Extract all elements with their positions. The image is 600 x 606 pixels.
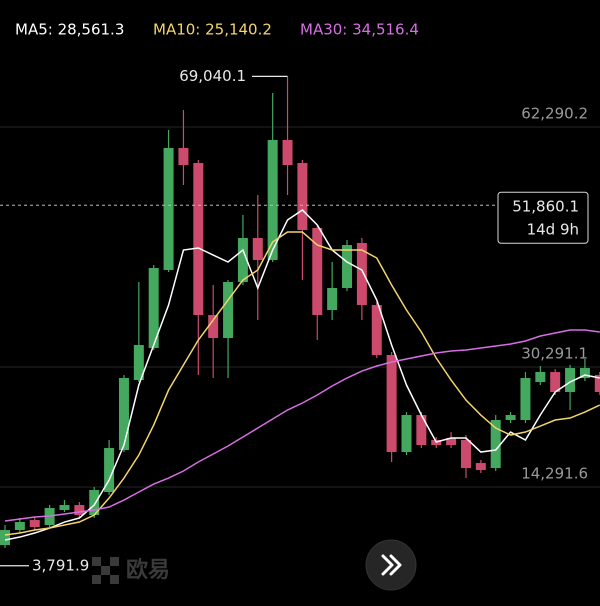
candle-body [535, 372, 546, 383]
candle-body [0, 530, 10, 546]
candle-body [59, 505, 70, 511]
watermark-text: 欧易 [126, 557, 170, 583]
watermark: 欧易 [92, 557, 170, 584]
legend-entry: MA30: 34,516.4 [300, 21, 419, 39]
last-price-label: 51,860.1 [512, 198, 579, 216]
legend: MA5: 28,561.3 MA10: 25,140.2 MA30: 34,516.… [15, 21, 419, 39]
scroll-button[interactable] [365, 539, 417, 591]
candle-body [29, 520, 40, 528]
candle-body [208, 315, 219, 339]
ma-line [4, 209, 600, 541]
candle-body [237, 238, 248, 283]
candle-body [104, 448, 115, 493]
ma-line [4, 231, 600, 536]
candle-body [446, 438, 457, 446]
candle-body [565, 368, 576, 393]
annotations: 69,040.1 3,791.9 51,860.1 14d 9h [0, 67, 589, 574]
grid: 62,290.2 30,291.1 14,291.6 [0, 104, 600, 488]
watermark-logo [92, 557, 119, 584]
last-price-countdown: 14d 9h [527, 221, 579, 239]
y-tick-label: 62,290.2 [521, 104, 588, 122]
candle-body [490, 420, 501, 469]
candle-body [312, 227, 323, 316]
scroll-button-icon[interactable] [381, 554, 402, 576]
marks [0, 76, 600, 549]
y-tick-label: 14,291.6 [521, 465, 588, 483]
last-price-box [497, 191, 589, 244]
candle-body [520, 378, 531, 421]
candle-body [416, 415, 427, 446]
candle-body [401, 415, 412, 453]
ma-line [4, 329, 600, 522]
legend-entry: MA10: 25,140.2 [153, 21, 272, 39]
candle-body [327, 288, 338, 311]
candle-body [267, 139, 278, 261]
max-marker-label: 69,040.1 [179, 67, 246, 85]
candle-body [342, 245, 353, 289]
candle-body [371, 305, 382, 356]
y-tick-label: 30,291.1 [521, 345, 588, 363]
candle-body [386, 355, 397, 453]
candle-body [118, 378, 129, 451]
legend-entry: MA5: 28,561.3 [15, 21, 124, 39]
candle-body [89, 490, 100, 516]
candle-body [223, 282, 234, 339]
candle-body [193, 162, 204, 316]
candle-body [252, 238, 263, 261]
candle-body [163, 147, 174, 271]
candle-body [178, 147, 189, 165]
min-marker-label: 3,791.9 [32, 556, 89, 574]
candle-body [148, 268, 159, 349]
candle-body [14, 522, 25, 531]
candle-body [297, 162, 308, 231]
candle-body [475, 463, 486, 471]
candle-body [579, 368, 590, 379]
candle-body [550, 372, 561, 393]
candle-body [505, 415, 516, 421]
candle-body [133, 345, 144, 381]
ma-lines [4, 209, 600, 541]
candle-body [594, 375, 600, 393]
candle-body [74, 505, 85, 516]
candle-body [356, 243, 367, 306]
candle-body [282, 139, 293, 165]
candle-body [460, 440, 471, 469]
